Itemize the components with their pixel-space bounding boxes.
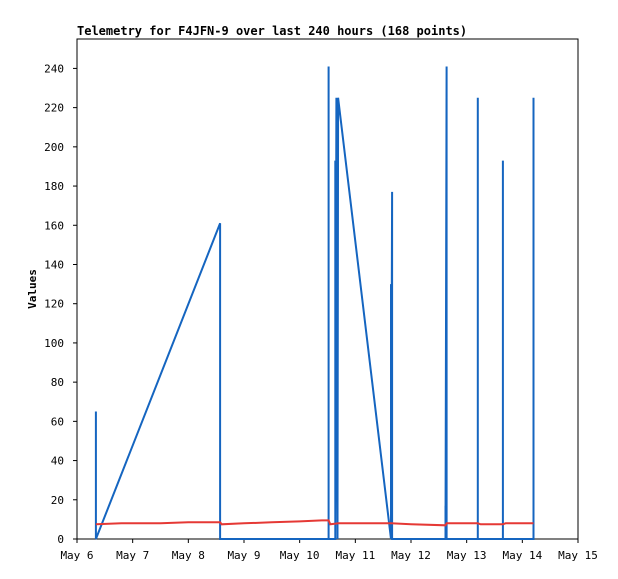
- x-axis: May 6 May 7 May 8 May 9 May 10 May 11 May 12 Ma…: [60, 539, 598, 562]
- y-tick-label: 140: [44, 258, 64, 271]
- y-tick-label: 240: [44, 62, 64, 75]
- y-tick-label: 220: [44, 102, 64, 115]
- y-tick-label: 100: [44, 337, 64, 350]
- y-tick-label: 80: [51, 376, 64, 389]
- x-tick-label: May 13: [447, 549, 487, 562]
- x-tick-label: May 8: [172, 549, 205, 562]
- x-tick-label: May 14: [502, 549, 542, 562]
- y-tick-label: 120: [44, 298, 64, 311]
- y-tick-label: 160: [44, 219, 64, 232]
- y-tick-label: 40: [51, 455, 64, 468]
- x-tick-label: May 15: [558, 549, 598, 562]
- y-axis: 0 20 40 60 80 100 120 140 160 180 200 220 240: [44, 62, 77, 546]
- x-tick-label: May 6: [60, 549, 93, 562]
- x-tick-label: May 11: [335, 549, 375, 562]
- x-tick-label: May 10: [280, 549, 320, 562]
- x-tick-label: May 12: [391, 549, 431, 562]
- chart-title: Telemetry for F4JFN-9 over last 240 hour…: [77, 24, 467, 38]
- y-tick-label: 200: [44, 141, 64, 154]
- x-tick-label: May 7: [116, 549, 149, 562]
- y-axis-label: Values: [26, 269, 39, 309]
- series-line-0: [94, 66, 535, 540]
- y-tick-label: 60: [51, 415, 64, 428]
- y-tick-label: 180: [44, 180, 64, 193]
- plot-frame: [76, 38, 579, 540]
- x-tick-label: May 9: [227, 549, 260, 562]
- series-line-1: [95, 519, 534, 527]
- series-layer: [94, 66, 535, 540]
- y-tick-label: 20: [51, 494, 64, 507]
- y-tick-label: 0: [57, 533, 64, 546]
